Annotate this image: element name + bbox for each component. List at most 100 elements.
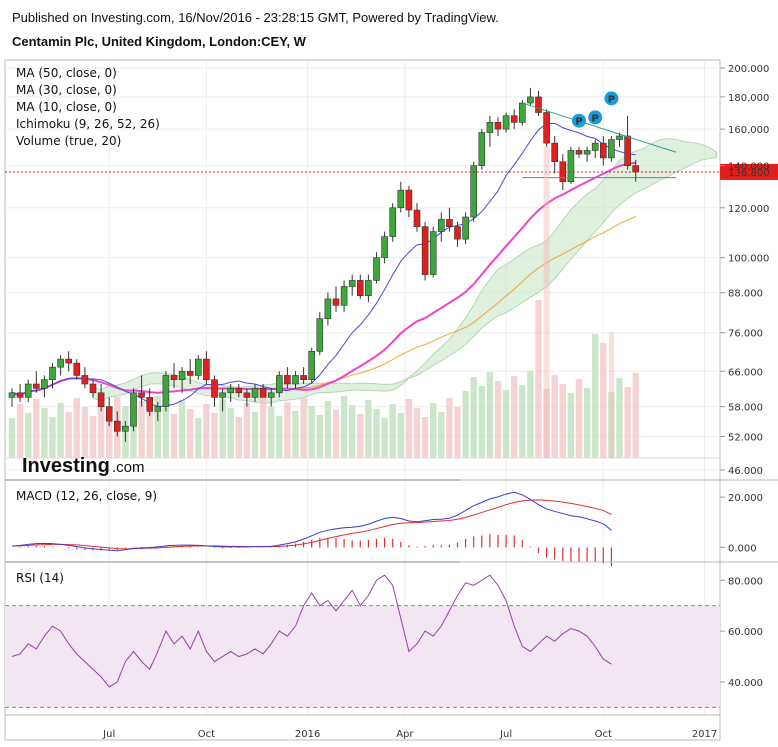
time-label: Oct [198,729,215,740]
volume-bar [478,386,485,458]
price-tick-label: 100.000 [728,254,769,265]
candle-body [203,358,210,380]
moving-averages [11,122,636,408]
candle [130,388,137,432]
pattern-marker [588,110,603,125]
candle-body [494,122,502,130]
candle [567,146,575,184]
candle [49,363,56,389]
volume-bar [243,403,251,458]
candle [81,367,89,389]
candles [8,87,640,442]
candle-body [575,150,583,155]
candle-body [227,388,234,394]
candle [373,252,380,284]
candle [138,375,145,407]
candle [146,388,153,417]
price-tick-label: 66.000 [728,367,763,378]
candle-body [81,375,89,385]
resistance-trendline [522,102,677,153]
volume-bar [8,418,16,458]
candle [89,379,97,398]
candle [446,207,453,232]
candle-body [389,207,397,237]
price-tick-label: 200.000 [728,64,769,75]
volume-bar [592,334,599,458]
volume-bar [33,399,40,458]
candle [413,203,421,232]
candle-body [292,375,299,385]
investing-logo: Investing .com [22,455,145,477]
volume-bar [421,417,429,458]
volume-bar [365,400,372,458]
indicator-labels: MA (50, close, 0) MA (30, close, 0) MA (10… [5,66,460,585]
candle [308,347,316,384]
candle-body [251,388,259,398]
volume-bar [583,388,591,458]
candle-body [195,358,202,376]
volume-bar [519,385,526,458]
volume-bar [438,412,445,458]
candle-body [454,226,461,240]
candle-body [154,406,162,412]
candle [162,371,170,412]
candle-body [599,142,607,159]
volume-bar [308,406,315,458]
volume-bar [89,416,97,458]
candle [486,115,494,147]
candle [65,351,72,372]
volume-bar [146,410,153,458]
candle-body [365,280,372,297]
candle [389,203,397,242]
rsi-panel: 40.000 60.000 80.000 [5,574,763,708]
candle [462,212,469,245]
volume-bar [527,371,534,458]
candle [616,132,623,147]
candle [24,379,32,402]
volume-bar [324,401,332,458]
candle [73,359,81,380]
candle-body [97,392,105,407]
candle-body [24,383,32,398]
candle [608,136,615,162]
volume-bar [178,400,186,458]
pattern-marker [572,113,586,128]
volume-bar [251,412,259,458]
candle [203,351,210,384]
candle [227,383,234,402]
candle-body [316,318,324,352]
candle-body [122,425,129,432]
candle-body [146,397,153,412]
indicator-label: MA (50, close, 0) [16,66,117,80]
volume-bar [138,401,145,458]
candle-body [543,112,550,144]
candle [575,146,583,158]
volume-bar [219,399,226,458]
indicator-label: MA (10, close, 0) [16,100,117,114]
candle-body [275,375,283,394]
volume-bar [292,411,299,458]
candle [454,221,461,247]
volume-bar [81,407,89,458]
candle-body [259,388,267,398]
candle-body [57,358,64,368]
candle [178,367,186,393]
candle [543,109,550,147]
svg-text:.com: .com [112,459,145,476]
volume-bar [381,418,388,458]
rsi-tick-label: 40.000 [728,678,763,689]
volume-bar [284,402,291,458]
candle-body [324,298,332,319]
volume-bar [567,393,575,458]
highlight-column [543,146,550,458]
volume-bar [535,300,542,458]
candle-body [502,115,510,130]
candle [348,274,356,296]
candle-body [429,231,437,275]
candle-body [397,189,405,209]
candle [527,87,534,107]
volume-bar [259,398,267,458]
candle [397,181,405,213]
candle-body [130,392,137,427]
